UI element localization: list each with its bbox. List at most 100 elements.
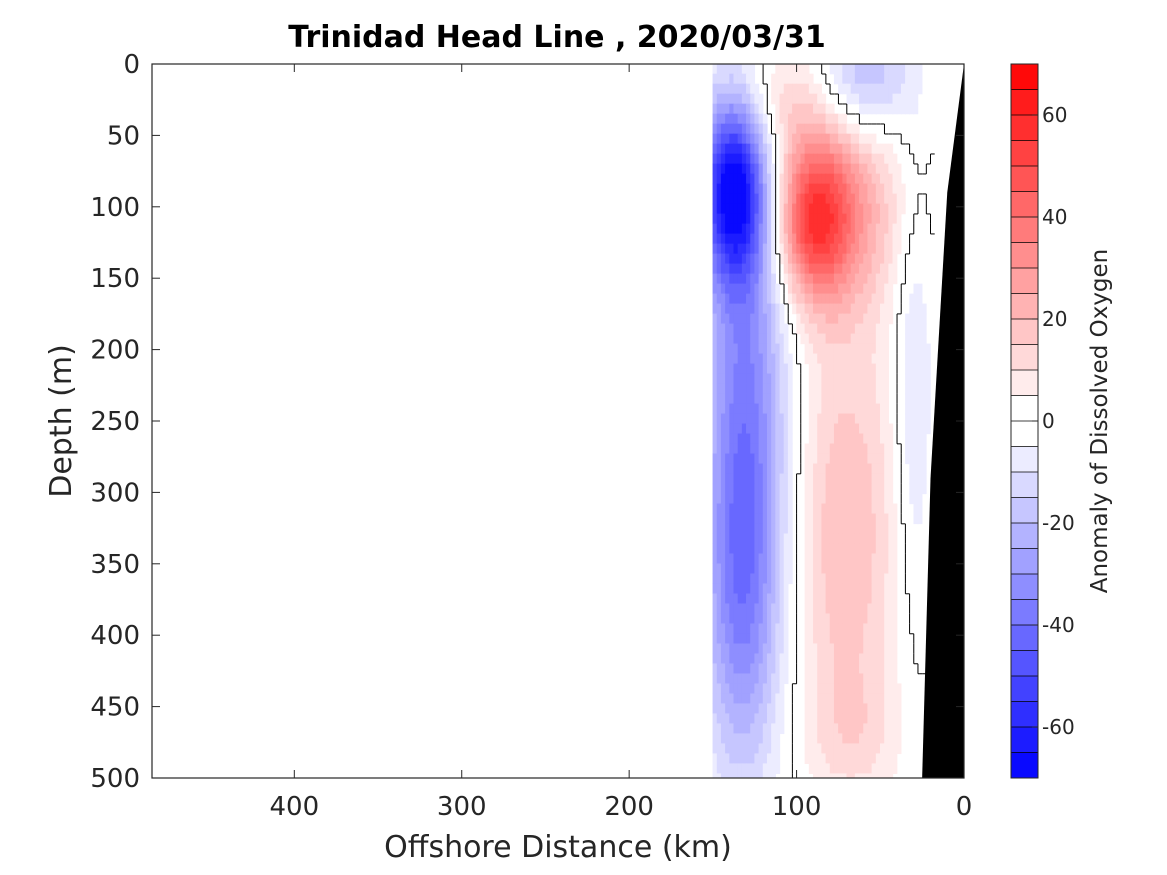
anomaly-cell: [838, 593, 843, 605]
anomaly-cell: [720, 383, 726, 395]
anomaly-cell: [817, 713, 822, 725]
anomaly-cell: [808, 103, 814, 115]
anomaly-cell: [779, 653, 785, 665]
anomaly-cell: [884, 643, 889, 655]
anomaly-cell: [900, 183, 906, 195]
anomaly-cell: [825, 103, 831, 115]
anomaly-cell: [716, 273, 722, 285]
anomaly-cell: [800, 143, 806, 155]
anomaly-cell: [813, 213, 818, 225]
anomaly-cell: [867, 623, 873, 635]
anomaly-cell: [737, 243, 743, 255]
anomaly-cell: [737, 333, 743, 345]
anomaly-cell: [859, 443, 864, 455]
anomaly-cell: [813, 393, 818, 405]
anomaly-cell: [804, 483, 810, 495]
anomaly-cell: [833, 573, 839, 585]
anomaly-cell: [888, 213, 894, 225]
anomaly-cell: [913, 443, 919, 455]
anomaly-cell: [833, 463, 839, 475]
anomaly-cell: [746, 93, 751, 105]
anomaly-cell: [842, 273, 848, 285]
anomaly-cell: [854, 64, 860, 75]
anomaly-cell: [875, 64, 881, 75]
anomaly-cell: [775, 753, 781, 765]
anomaly-cell: [800, 213, 806, 225]
anomaly-cell: [783, 343, 789, 355]
y-tick-label: 450: [90, 693, 140, 723]
anomaly-cell: [779, 303, 785, 315]
anomaly-cell: [771, 493, 776, 505]
anomaly-cell: [909, 413, 915, 425]
colorbar-bin: [1011, 421, 1038, 447]
anomaly-cell: [766, 273, 772, 285]
anomaly-cell: [729, 263, 735, 275]
anomaly-cell: [825, 773, 831, 778]
anomaly-cell: [838, 373, 843, 385]
anomaly-cell: [859, 183, 864, 195]
anomaly-cell: [750, 473, 756, 485]
anomaly-cell: [863, 683, 869, 695]
anomaly-cell: [750, 713, 756, 725]
anomaly-cell: [829, 243, 835, 255]
anomaly-cell: [787, 273, 793, 285]
anomaly-cell: [771, 393, 776, 405]
anomaly-cell: [884, 473, 889, 485]
anomaly-cell: [746, 733, 751, 745]
anomaly-cell: [771, 243, 776, 255]
anomaly-cell: [733, 673, 739, 685]
anomaly-cell: [800, 153, 806, 165]
anomaly-cell: [875, 603, 881, 615]
anomaly-cell: [729, 113, 735, 125]
anomaly-cell: [712, 643, 718, 655]
anomaly-cell: [720, 663, 726, 675]
anomaly-cell: [775, 693, 781, 705]
anomaly-cell: [817, 233, 822, 245]
anomaly-cell: [720, 563, 726, 575]
anomaly-cell: [875, 463, 881, 475]
anomaly-cell: [888, 463, 894, 475]
anomaly-cell: [850, 443, 856, 455]
anomaly-cell: [829, 483, 835, 495]
anomaly-cell: [779, 373, 785, 385]
anomaly-cell: [825, 623, 831, 635]
anomaly-cell: [813, 643, 818, 655]
anomaly-cell: [825, 303, 831, 315]
anomaly-cell: [825, 713, 831, 725]
anomaly-cell: [779, 403, 785, 415]
anomaly-cell: [750, 513, 756, 525]
anomaly-cell: [850, 143, 856, 155]
anomaly-cell: [884, 373, 889, 385]
anomaly-cell: [909, 433, 915, 445]
anomaly-cell: [787, 523, 793, 535]
anomaly-cell: [737, 323, 743, 335]
anomaly-cell: [859, 83, 864, 95]
anomaly-cell: [838, 383, 843, 395]
anomaly-cell: [771, 273, 776, 285]
anomaly-cell: [758, 153, 764, 165]
anomaly-cell: [871, 103, 877, 115]
anomaly-cell: [859, 403, 864, 415]
anomaly-cell: [850, 223, 856, 235]
anomaly-cell: [766, 563, 772, 575]
anomaly-cell: [716, 253, 722, 265]
anomaly-cell: [913, 303, 919, 315]
anomaly-cell: [737, 253, 743, 265]
anomaly-cell: [863, 423, 869, 435]
anomaly-cell: [800, 64, 806, 75]
anomaly-cell: [909, 103, 915, 115]
anomaly-cell: [850, 133, 856, 145]
anomaly-cell: [867, 733, 873, 745]
anomaly-cell: [879, 193, 885, 205]
anomaly-cell: [842, 753, 848, 765]
anomaly-cell: [863, 83, 869, 95]
anomaly-cell: [813, 353, 818, 365]
anomaly-cell: [863, 183, 869, 195]
anomaly-cell: [821, 133, 827, 145]
anomaly-cell: [725, 393, 730, 405]
anomaly-cell: [871, 64, 877, 75]
anomaly-cell: [888, 103, 894, 115]
anomaly-cell: [720, 623, 726, 635]
anomaly-cell: [842, 563, 848, 575]
anomaly-cell: [833, 553, 839, 565]
